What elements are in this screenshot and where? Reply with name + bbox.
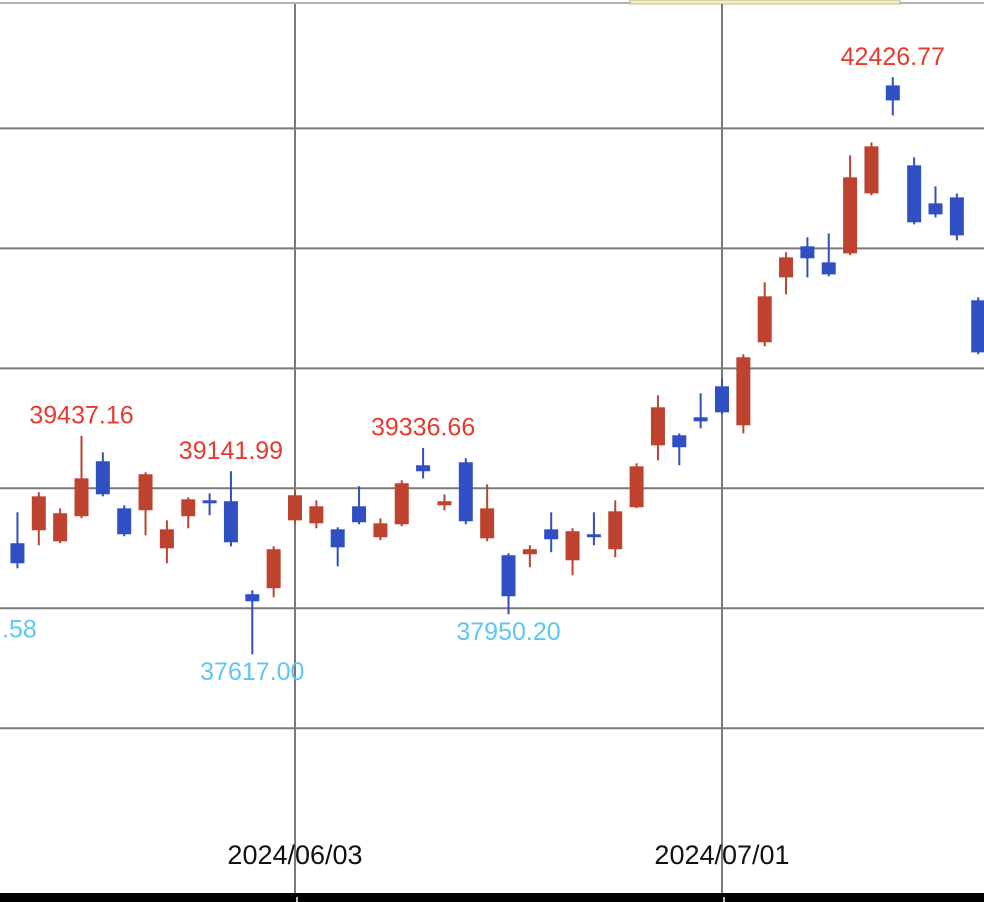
candle-body	[480, 508, 495, 539]
candle-body	[843, 177, 858, 254]
candle-body	[458, 462, 473, 522]
candle-body	[117, 508, 132, 535]
high-label: 39437.16	[29, 401, 133, 429]
high-label: 39141.99	[179, 437, 283, 465]
candle-body	[159, 529, 174, 549]
candle-body	[223, 501, 238, 543]
candle-body	[53, 513, 68, 542]
high-label: 42426.77	[841, 43, 945, 71]
x-tick-label: 2024/07/01	[654, 840, 789, 870]
candle-body	[352, 506, 367, 523]
labels: .58 2024/06/03 2024/07/01 39437.16 39141.99…	[2, 43, 945, 870]
candle-body	[949, 197, 964, 236]
candle-body	[586, 534, 601, 538]
candle-body	[608, 511, 623, 550]
bottom-bar	[0, 893, 984, 902]
annotation: .58	[2, 616, 37, 644]
candle-body	[715, 386, 729, 413]
candle-body	[821, 262, 836, 275]
candle-body	[309, 506, 324, 524]
candle-body	[394, 483, 409, 525]
grid	[0, 4, 984, 893]
candle-body	[138, 474, 153, 511]
low-label: 37617.00	[200, 658, 304, 686]
high-label: 39336.66	[371, 414, 475, 442]
candle-body	[202, 500, 217, 504]
candle-body	[757, 296, 772, 343]
candle-body	[971, 300, 984, 353]
x-tick-label: 2024/06/03	[227, 840, 362, 870]
candle-body	[565, 531, 580, 561]
top-panel-edge	[629, 0, 901, 5]
candle-body	[672, 435, 687, 448]
candle-body	[800, 246, 815, 259]
candle-body	[31, 496, 46, 531]
candle-body	[245, 594, 260, 602]
candle-body	[864, 146, 879, 194]
candles	[10, 77, 984, 655]
candle-body	[181, 499, 196, 517]
candle-body	[501, 555, 516, 597]
candle-body	[928, 203, 943, 215]
candle-body	[74, 478, 89, 517]
candle-body	[693, 417, 708, 422]
candle-body	[885, 85, 900, 101]
candle-body	[522, 549, 537, 555]
candle-body	[10, 543, 25, 564]
candle-body	[779, 257, 794, 278]
candle-body	[330, 529, 345, 548]
candle-body	[907, 165, 922, 223]
low-label: 37950.20	[456, 618, 560, 646]
candle-body	[650, 407, 665, 446]
candle-body	[373, 523, 388, 538]
candle-body	[95, 461, 110, 495]
candle-body	[544, 529, 559, 540]
candle-body	[629, 466, 644, 508]
candle-body	[266, 549, 281, 589]
candle-body	[437, 501, 452, 506]
candle-body	[288, 495, 302, 521]
candle-body	[736, 357, 751, 426]
candle-body	[416, 465, 431, 472]
